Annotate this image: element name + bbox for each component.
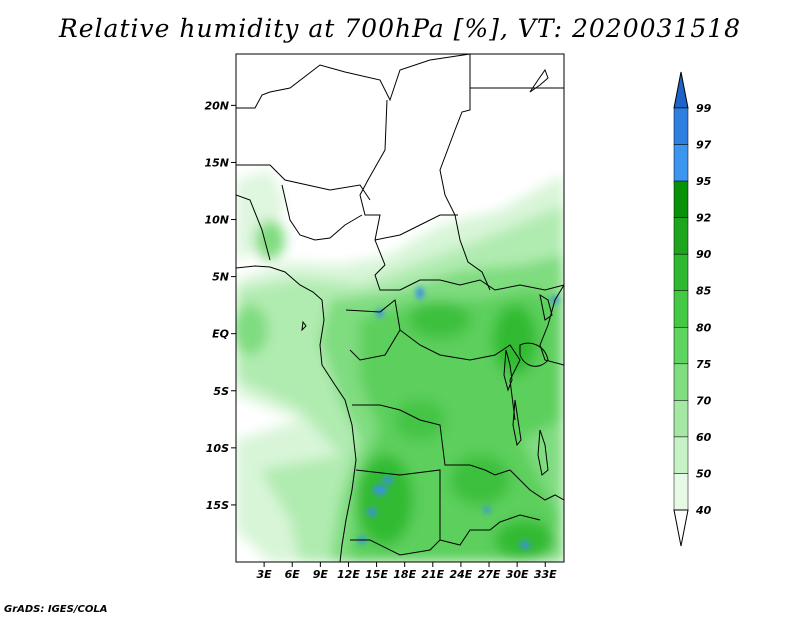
colorbar-segment <box>673 217 689 255</box>
map-title: Relative humidity at 700hPa [%], VT: 202… <box>58 14 742 43</box>
colorbar-label: 85 <box>696 285 712 298</box>
colorbar-segment <box>673 180 689 218</box>
x-tick-label: 33E <box>534 568 557 581</box>
colorbar-segment <box>673 400 689 438</box>
x-tick-label: 9E <box>313 568 329 581</box>
colorbar: 99 97 95 92 90 85 80 75 70 60 50 40 <box>673 71 712 547</box>
y-tick-label: 5N <box>212 271 229 284</box>
colorbar-segment <box>673 473 689 511</box>
colorbar-segment <box>673 107 689 145</box>
grads-credit: GrADS: IGES/COLA <box>4 604 108 615</box>
x-tick-label: 12E <box>337 568 360 581</box>
x-tick-label: 3E <box>257 568 273 581</box>
colorbar-segment <box>673 327 689 365</box>
x-tick-label: 30E <box>506 568 529 581</box>
humidity-shading <box>236 170 564 562</box>
colorbar-segment <box>673 363 689 401</box>
colorbar-segment <box>673 253 689 291</box>
y-tick-label: 10N <box>204 214 229 227</box>
y-axis-ticks: 20N 15N 10N 5N EQ 5S 10S 15S <box>204 99 236 512</box>
y-tick-label: 10S <box>206 442 229 455</box>
x-axis-ticks: 3E 6E 9E 12E 15E 18E 21E 24E 27E 30E 33E <box>257 562 557 581</box>
colorbar-label: 70 <box>696 394 712 407</box>
colorbar-label: 95 <box>696 175 712 188</box>
colorbar-segment <box>673 290 689 328</box>
x-tick-label: 24E <box>450 568 473 581</box>
colorbar-label: 97 <box>696 139 712 152</box>
y-tick-label: 5S <box>213 385 229 398</box>
colorbar-label: 92 <box>696 212 712 225</box>
colorbar-label: 90 <box>696 248 712 261</box>
country-borders <box>236 54 564 562</box>
x-tick-label: 27E <box>478 568 501 581</box>
colorbar-label: 60 <box>696 431 712 444</box>
colorbar-segment <box>673 144 689 182</box>
colorbar-label: 99 <box>696 102 712 115</box>
map-frame <box>235 53 565 563</box>
x-tick-label: 21E <box>421 568 444 581</box>
x-tick-label: 6E <box>285 568 301 581</box>
colorbar-label: 50 <box>696 467 712 480</box>
colorbar-label: 40 <box>695 504 712 517</box>
y-tick-label: EQ <box>212 328 229 341</box>
colorbar-segment <box>673 436 689 474</box>
y-tick-label: 20N <box>204 99 229 112</box>
y-tick-label: 15N <box>204 156 229 169</box>
y-tick-label: 15S <box>206 499 229 512</box>
x-tick-label: 18E <box>393 568 416 581</box>
colorbar-label: 80 <box>696 321 712 334</box>
x-tick-label: 15E <box>365 568 388 581</box>
colorbar-bottom-arrow <box>673 509 689 547</box>
colorbar-top-arrow <box>673 71 689 109</box>
colorbar-label: 75 <box>696 358 712 371</box>
